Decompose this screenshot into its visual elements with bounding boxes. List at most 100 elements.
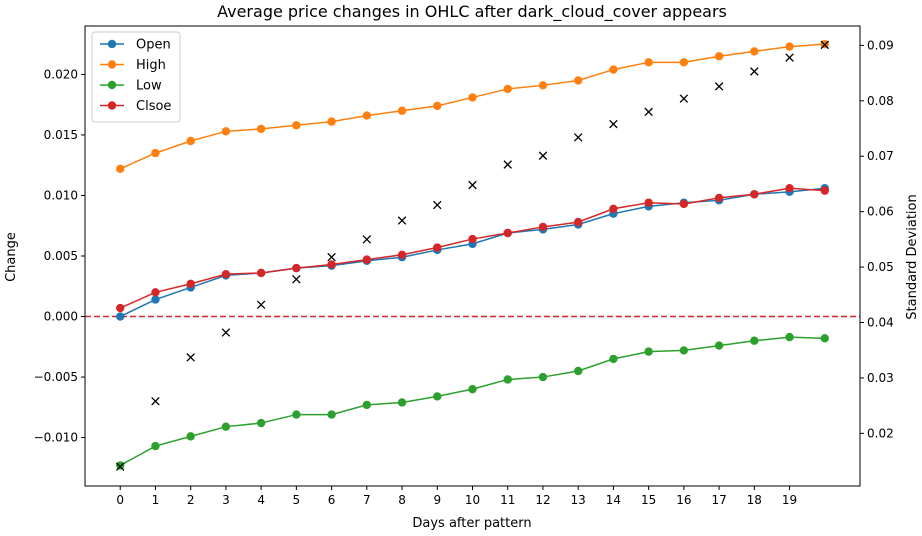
data-point-clsoe <box>151 288 160 297</box>
data-point-high <box>362 111 372 120</box>
std-dev-marker <box>362 235 372 244</box>
data-point-low <box>503 375 512 384</box>
data-point-clsoe <box>679 199 689 209</box>
std-dev-marker <box>573 133 583 142</box>
data-point-low <box>151 441 160 451</box>
data-point-clsoe <box>609 204 618 213</box>
legend-swatch-marker <box>107 80 117 90</box>
data-point-high <box>538 81 548 90</box>
legend: Open High Low Clsoe <box>91 31 181 123</box>
y2-tick-label: 0.04 <box>867 316 894 330</box>
data-point-high <box>186 136 195 146</box>
y2-tick-label: 0.05 <box>867 260 894 274</box>
data-point-open <box>116 312 125 321</box>
series-line-clsoe <box>119 187 825 309</box>
data-point-low <box>186 432 195 441</box>
data-point-low <box>573 366 583 376</box>
y-axis-label: Change <box>4 232 19 282</box>
x-tick-label: 17 <box>711 493 726 507</box>
data-point-low <box>116 461 125 470</box>
data-point-clsoe <box>538 222 548 232</box>
std-dev-marker <box>151 396 160 406</box>
legend-entry-label: Open <box>136 38 171 53</box>
data-point-low <box>468 384 477 394</box>
std-dev-marker <box>538 151 548 160</box>
y2-tick-label: 0.08 <box>867 94 894 108</box>
data-point-clsoe <box>714 193 724 203</box>
data-point-clsoe <box>116 303 125 313</box>
legend-box <box>91 31 181 123</box>
data-point-high <box>397 106 407 115</box>
x-tick-label: 6 <box>328 493 336 507</box>
data-point-clsoe <box>750 190 759 199</box>
data-point-low <box>820 334 829 343</box>
data-point-clsoe <box>221 269 231 279</box>
data-point-clsoe <box>397 250 407 259</box>
legend-entry-label: Clsoe <box>136 99 171 114</box>
data-point-low <box>433 392 442 401</box>
std-dev-marker <box>468 180 477 190</box>
data-point-clsoe <box>256 268 266 278</box>
data-point-low <box>327 410 336 419</box>
data-point-high <box>785 42 794 51</box>
data-point-low <box>644 347 653 356</box>
y2-tick-label: 0.02 <box>867 426 894 440</box>
legend-swatch-marker <box>107 60 117 69</box>
data-point-high <box>750 47 759 56</box>
data-point-low <box>714 341 724 350</box>
std-dev-marker <box>327 252 336 262</box>
data-point-clsoe <box>468 234 477 244</box>
data-point-low <box>292 410 301 419</box>
data-point-high <box>433 101 442 111</box>
data-point-high <box>292 121 301 130</box>
std-dev-marker <box>750 67 759 76</box>
y2-tick-label: 0.06 <box>867 205 894 219</box>
data-point-low <box>785 332 794 342</box>
data-point-clsoe <box>327 260 336 269</box>
y-tick-label: 0.015 <box>44 128 78 142</box>
legend-swatch-marker <box>107 101 117 110</box>
data-point-low <box>538 372 548 382</box>
x-tick-label: 8 <box>398 493 406 507</box>
data-point-low <box>679 346 689 355</box>
legend-entry-label: Low <box>136 79 162 94</box>
axes: 0 1 2 3 4 5 6 7 8 9 10 11 12 13 14 15 16 17 18 19−0.010−0.0… <box>34 25 894 507</box>
data-point-high <box>116 164 125 174</box>
data-point-high <box>327 117 336 126</box>
y2-tick-label: 0.09 <box>867 38 894 52</box>
x-tick-label: 16 <box>676 493 691 507</box>
x-tick-label: 11 <box>500 493 515 507</box>
x-tick-label: 13 <box>571 493 586 507</box>
std-dev-marker <box>397 216 407 225</box>
data-point-clsoe <box>433 243 442 252</box>
chart-title: Average price changes in OHLC after dark… <box>217 2 727 22</box>
y2-tick-label: 0.07 <box>867 149 894 163</box>
std-dev-marker <box>221 328 231 337</box>
data-point-high <box>609 65 618 74</box>
series-line-high <box>119 43 825 170</box>
x-axis-label: Days after pattern <box>412 516 531 531</box>
x-tick-label: 15 <box>641 493 656 507</box>
data-point-high <box>644 58 653 67</box>
x-tick-label: 14 <box>606 493 621 507</box>
data-point-low <box>256 418 266 428</box>
data-point-clsoe <box>644 198 653 207</box>
x-tick-label: 12 <box>535 493 550 507</box>
data-point-high <box>679 58 689 67</box>
data-point-low <box>362 400 372 410</box>
std-dev-marker <box>433 200 442 210</box>
x-tick-label: 7 <box>363 493 371 507</box>
data-point-open <box>151 295 160 304</box>
std-dev-marker <box>186 353 195 362</box>
x-tick-label: 4 <box>257 493 265 507</box>
x-tick-label: 10 <box>465 493 480 507</box>
data-point-high <box>503 84 512 94</box>
data-point-clsoe <box>503 228 512 238</box>
data-point-low <box>397 398 407 407</box>
data-point-clsoe <box>292 263 301 273</box>
y-tick-label: −0.010 <box>34 431 78 445</box>
y-tick-label: 0.010 <box>44 188 78 202</box>
x-tick-label: 2 <box>187 493 195 507</box>
data-point-high <box>468 93 477 102</box>
